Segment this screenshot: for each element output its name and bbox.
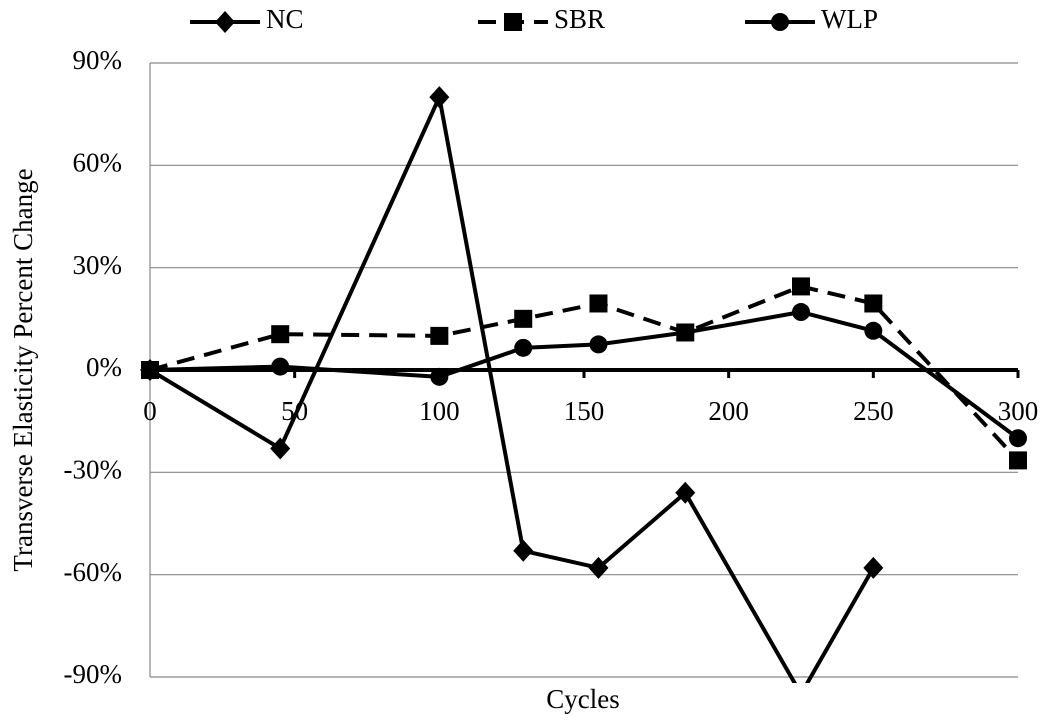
marker (271, 325, 290, 344)
marker (589, 294, 608, 313)
marker (430, 367, 449, 386)
x-tick-label: 150 (564, 396, 605, 426)
marker (514, 309, 533, 328)
marker (676, 323, 695, 342)
marker (504, 13, 522, 31)
y-tick-label: 30% (73, 250, 123, 280)
y-tick-label: 0% (86, 352, 122, 382)
marker (771, 13, 789, 31)
x-tick-label: 300 (998, 396, 1039, 426)
marker (863, 556, 884, 579)
x-tick-label: 0 (143, 396, 157, 426)
marker (429, 86, 450, 109)
x-tick-label: 200 (708, 396, 749, 426)
marker (675, 481, 696, 504)
legend-label: WLP (821, 4, 878, 34)
marker (271, 357, 290, 376)
marker (514, 338, 533, 357)
marker (588, 556, 609, 579)
y-tick-label: -60% (64, 557, 122, 587)
y-tick-label: 60% (73, 148, 123, 178)
x-tick-label: 50 (281, 396, 308, 426)
y-tick-label: -30% (64, 455, 122, 485)
x-tick-label: 100 (419, 396, 460, 426)
x-tick-label: 250 (853, 396, 894, 426)
legend-label: NC (266, 4, 304, 34)
marker (141, 361, 159, 379)
marker (589, 335, 608, 354)
legend-label: SBR (554, 4, 605, 34)
marker (791, 683, 811, 705)
marker (1009, 451, 1027, 470)
marker (864, 294, 883, 313)
marker (270, 437, 291, 460)
x-axis-label: Cycles (546, 684, 620, 714)
marker (864, 321, 883, 340)
series-line (148, 95, 876, 683)
marker (1009, 429, 1027, 448)
marker (792, 277, 810, 296)
marker (792, 303, 810, 322)
marker (430, 326, 449, 345)
marker (215, 11, 235, 33)
marker (513, 539, 534, 562)
y-axis-label: Transverse Elasticity Percent Change (8, 168, 38, 571)
plot (140, 86, 1027, 705)
y-tick-label: -90% (64, 659, 122, 689)
y-tick-label: 90% (73, 45, 123, 75)
